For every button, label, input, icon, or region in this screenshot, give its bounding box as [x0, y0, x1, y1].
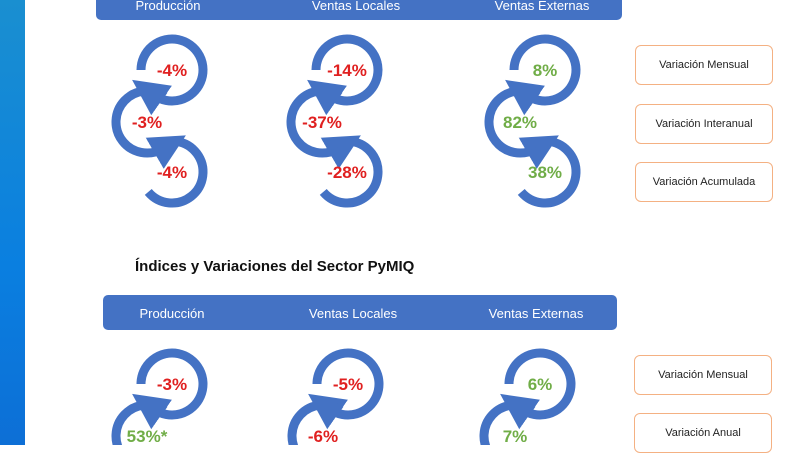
- variation-value: 8%: [533, 61, 558, 80]
- section-title: Índices y Variaciones del Sector PyMIQ: [135, 258, 415, 275]
- header-ventas-locales: Ventas Locales: [311, 0, 401, 13]
- side-stripe: [0, 0, 25, 445]
- arrow-arc-icon: [287, 400, 344, 445]
- arrow-arc-icon: [517, 136, 581, 208]
- variation-value: 7%: [503, 427, 528, 445]
- arrow-arc-icon: [307, 34, 383, 116]
- legend-variacion-mensual: Variación Mensual: [634, 355, 772, 395]
- variation-value: 53%*: [127, 427, 168, 445]
- variation-value: -3%: [157, 375, 187, 394]
- variation-value: -4%: [157, 61, 187, 80]
- variation-value: -28%: [327, 163, 367, 182]
- legend-variacion-acumulada: Variación Acumulada: [635, 162, 773, 202]
- variation-value: 6%: [528, 375, 553, 394]
- arrow-arc-icon: [319, 136, 383, 208]
- legend-variacion-interanual: Variación Interanual: [635, 104, 773, 144]
- variation-value: -6%: [308, 427, 338, 445]
- variation-value: -5%: [333, 375, 363, 394]
- variation-value: -14%: [327, 61, 367, 80]
- variation-value: -37%: [302, 113, 342, 132]
- arrow-arc-icon: [505, 34, 581, 116]
- arrow-arc-icon: [132, 34, 208, 116]
- arrow-arc-icon: [111, 86, 186, 169]
- arrow-arc-icon: [144, 136, 208, 208]
- variation-value: -3%: [132, 113, 162, 132]
- arrow-arc-icon: [308, 348, 384, 430]
- arrow-arc-icon: [132, 348, 208, 430]
- arrow-arc-icon: [111, 400, 168, 445]
- variation-value: 38%: [528, 163, 562, 182]
- legend-variacion-mensual: Variación Mensual: [635, 45, 773, 85]
- variation-value: 82%: [503, 113, 537, 132]
- arrow-arc-icon: [286, 86, 361, 169]
- variation-value: -4%: [157, 163, 187, 182]
- header-ventas-locales: Ventas Locales: [308, 306, 398, 321]
- top-header-bar: Producción Ventas Locales Ventas Externa…: [96, 0, 622, 20]
- arrow-arc-icon: [479, 400, 536, 445]
- header-ventas-externas: Ventas Externas: [488, 306, 584, 321]
- header-ventas-externas: Ventas Externas: [494, 0, 590, 13]
- arrow-arc-icon: [500, 348, 576, 430]
- header-produccion: Producción: [139, 306, 205, 321]
- bottom-header-bar: Producción Ventas Locales Ventas Externa…: [103, 295, 617, 330]
- arrow-arc-icon: [484, 86, 559, 169]
- header-produccion: Producción: [135, 0, 201, 13]
